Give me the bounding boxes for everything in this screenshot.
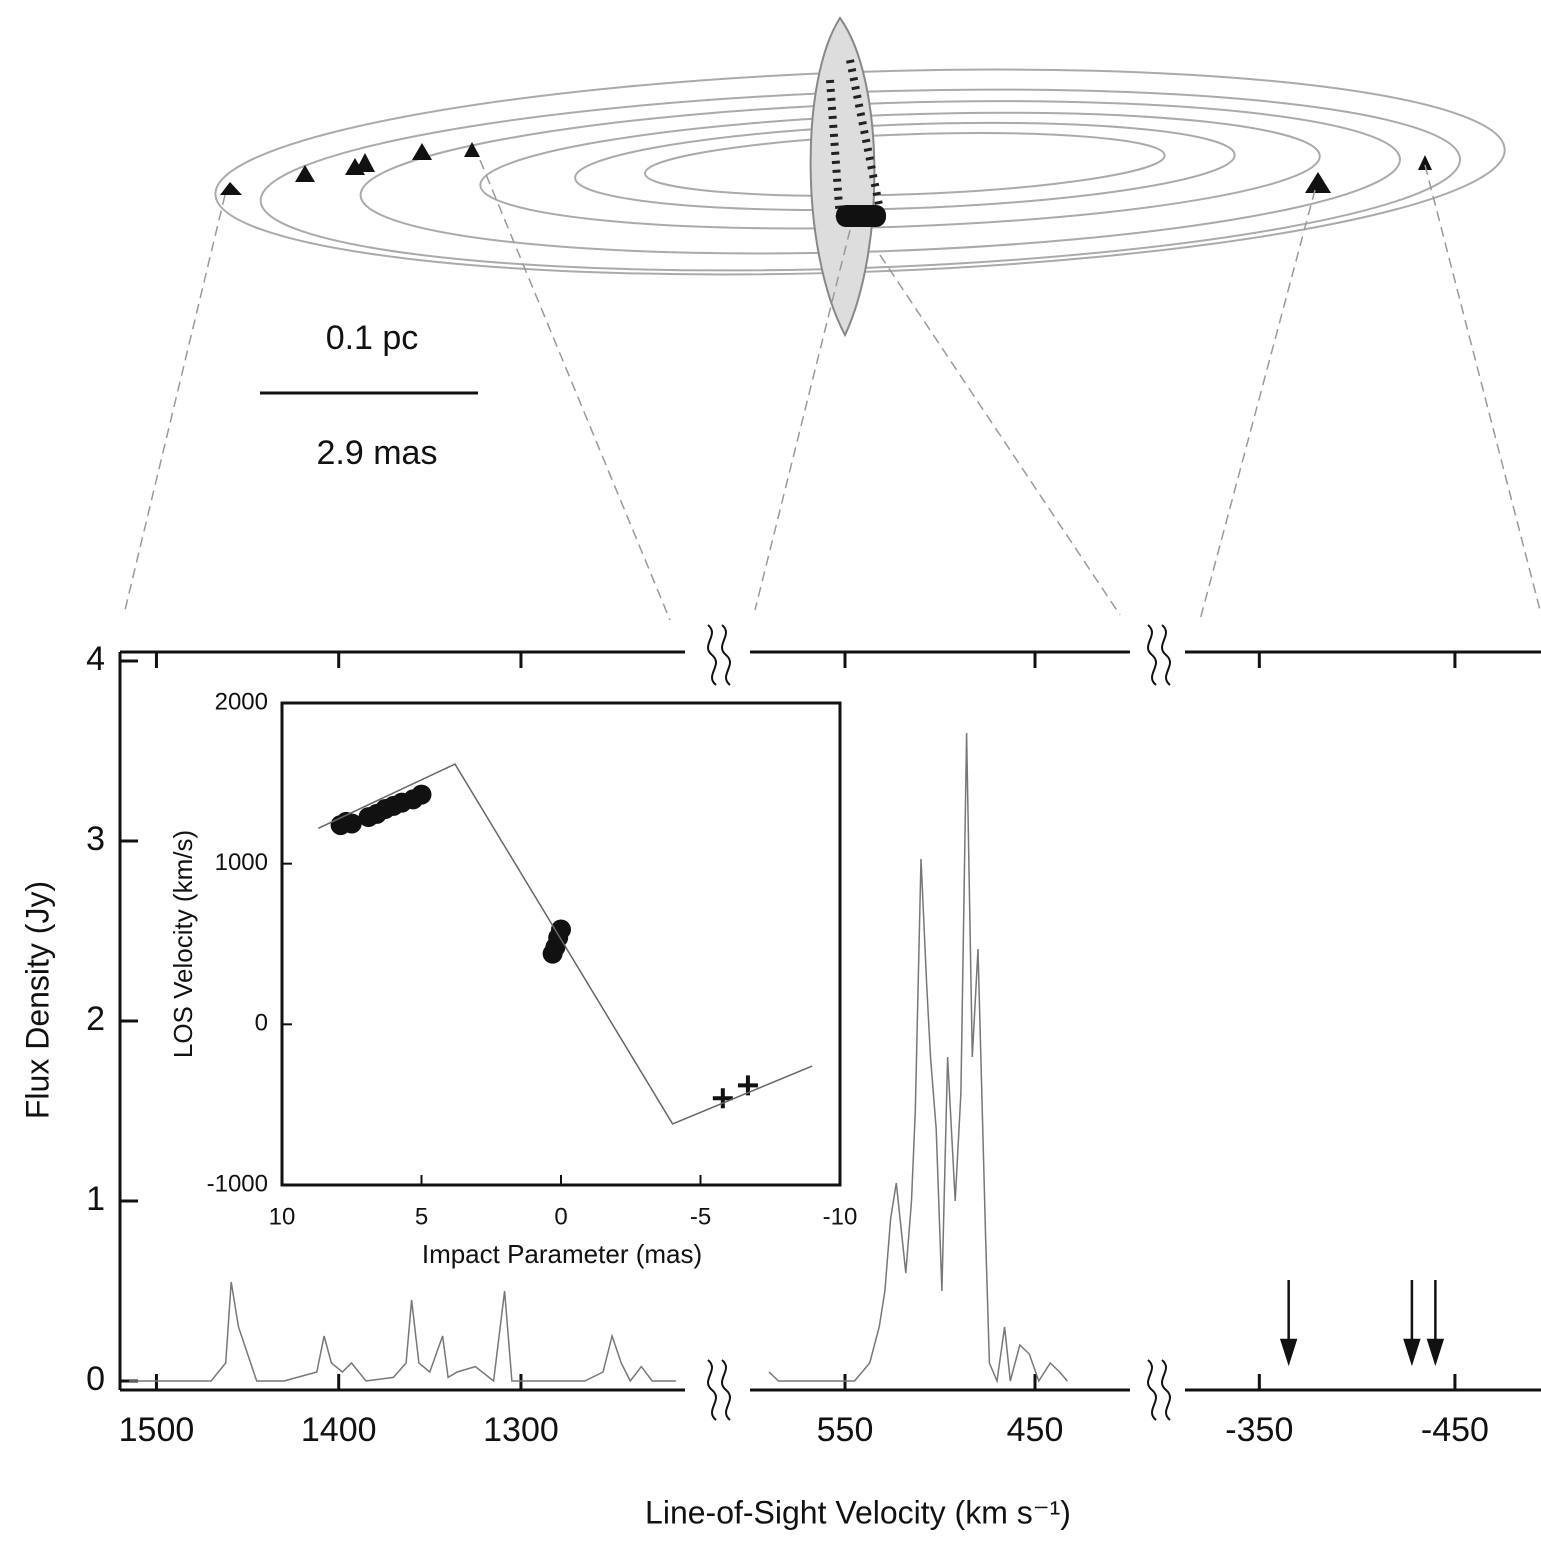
- axis-break: [707, 624, 1171, 1421]
- inset-y-tick-label: -1000: [207, 1170, 268, 1197]
- x-tick-label: 1300: [483, 1411, 559, 1449]
- inset-y-tick-label: 1000: [215, 849, 268, 876]
- velocity-arrow: [1426, 1280, 1445, 1367]
- x-tick-label: 450: [1007, 1411, 1064, 1449]
- inset-x-label: Impact Parameter (mas): [422, 1239, 702, 1269]
- inset-x-tick-label: 5: [415, 1203, 428, 1230]
- scale-label: 0.1 pc: [326, 319, 419, 357]
- model-curve: [317, 763, 813, 1125]
- x-tick-label: 1400: [301, 1411, 377, 1449]
- maser-cross: [712, 1088, 733, 1109]
- y-tick-label: 4: [86, 640, 105, 678]
- y-tick-label: 0: [86, 1360, 105, 1398]
- projection-lines: [124, 159, 1541, 621]
- scale-label: 2.9 mas: [317, 434, 438, 472]
- spectrum-line: [129, 1281, 676, 1383]
- y-tick-label: 2: [86, 1000, 105, 1038]
- velocity-arrow: [1403, 1280, 1421, 1367]
- inset-x-tick-label: 0: [554, 1203, 567, 1230]
- inset-x-tick-label: -5: [690, 1203, 711, 1230]
- disk-diagram: [214, 16, 1506, 338]
- x-tick-label: -450: [1421, 1411, 1489, 1449]
- x-tick-label: 550: [817, 1411, 874, 1449]
- x-tick-label: 1500: [119, 1411, 195, 1449]
- y-axis-label: Flux Density (Jy): [19, 881, 55, 1119]
- maser-point: [411, 784, 432, 805]
- spectrum-line: [768, 732, 1068, 1384]
- x-tick-label: -350: [1225, 1411, 1293, 1449]
- inset-y-tick-label: 2000: [215, 688, 268, 715]
- maser-point: [341, 813, 362, 834]
- maser-point: [551, 919, 571, 940]
- inset-x-tick-label: 10: [269, 1203, 296, 1230]
- y-tick-label: 1: [86, 1180, 105, 1218]
- inset-x-tick-label: -10: [823, 1203, 858, 1230]
- inset-y-label: LOS Velocity (km/s): [168, 830, 198, 1058]
- y-tick-label: 3: [86, 820, 105, 858]
- inset-y-tick-label: 0: [255, 1010, 268, 1037]
- x-axis-label: Line-of-Sight Velocity (km s⁻¹): [645, 1494, 1071, 1530]
- velocity-arrow: [1279, 1280, 1298, 1367]
